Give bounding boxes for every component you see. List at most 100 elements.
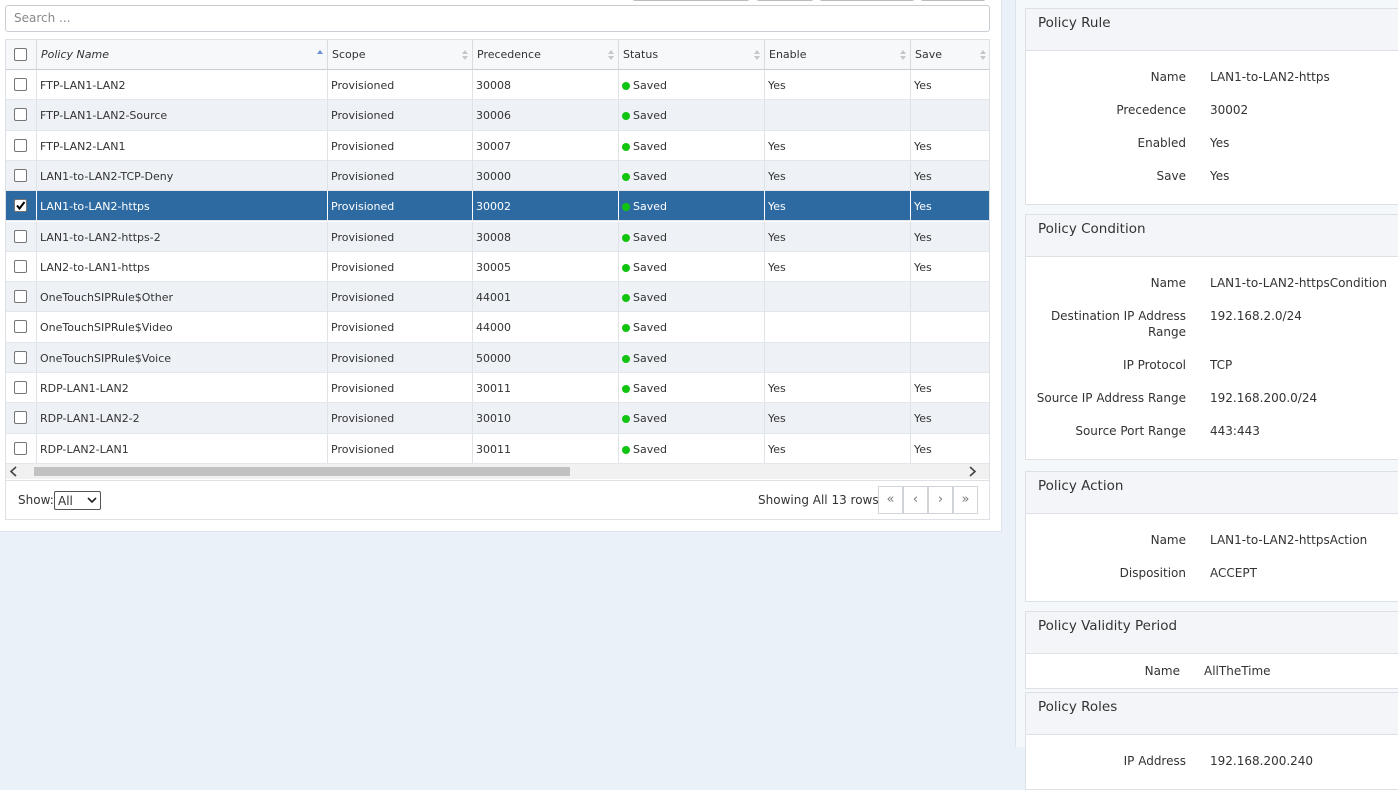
table-cell: Yes — [765, 373, 911, 403]
table-row[interactable]: OneTouchSIPRule$Video Provisioned 44000 Sav… — [6, 312, 989, 343]
row-checkbox[interactable] — [14, 259, 27, 273]
table-row[interactable]: LAN2-to-LAN1-https Provisioned 30005 Saved Y… — [6, 251, 989, 283]
table-cell: 30007 — [473, 130, 619, 160]
detail-field: IP Address 192.168.200.240 — [1026, 744, 1398, 777]
table-cell: Saved — [619, 251, 765, 282]
cell-text: Yes — [914, 382, 932, 395]
table-cell: Yes — [765, 160, 911, 191]
select-cell — [6, 312, 37, 342]
row-count-summary: Showing All 13 rows — [758, 493, 879, 507]
table-cell: Saved — [619, 403, 765, 433]
field-value: 192.168.200.0/24 — [1210, 391, 1318, 405]
table-cell: Yes — [765, 433, 911, 463]
table-cell: Saved — [619, 191, 765, 221]
cell-text: LAN1-to-LAN2-TCP-Deny — [40, 169, 174, 183]
table-cell: 30000 — [473, 160, 619, 191]
previous-page-button[interactable]: ‹ — [903, 486, 928, 514]
table-row[interactable]: FTP-LAN1-LAN2-Source Provisioned 30006 Save… — [6, 100, 989, 131]
cell-text: RDP-LAN1-LAN2 — [40, 382, 129, 395]
cell-text: Yes — [914, 442, 932, 456]
row-checkbox[interactable] — [14, 350, 27, 364]
row-checkbox[interactable] — [14, 168, 27, 182]
table-row[interactable]: OneTouchSIPRule$Other Provisioned 44001 Sav… — [6, 282, 989, 313]
cell-text: Yes — [768, 382, 786, 395]
table-cell: 44001 — [473, 282, 619, 312]
column-header-label: Save — [915, 48, 943, 61]
select-cell — [6, 191, 37, 221]
cell-text: Yes — [914, 79, 932, 92]
table-row[interactable]: RDP-LAN1-LAN2 Provisioned 30011 Saved Yes Yes — [6, 373, 989, 404]
table-cell: Provisioned — [328, 373, 473, 403]
status-indicator — [622, 294, 630, 303]
row-checkbox[interactable] — [14, 441, 27, 455]
row-checkbox[interactable] — [14, 320, 27, 334]
table-cell: Saved — [619, 160, 765, 191]
cell-text: Yes — [768, 412, 786, 426]
first-page-button[interactable]: « — [878, 486, 903, 514]
cell-text: 44001 — [476, 291, 511, 305]
column-header[interactable]: Scope — [328, 40, 473, 70]
field-label: Precedence — [1116, 103, 1186, 117]
policy-list-panel: Search ... Policy Name Scope Precedence Sta… — [0, 0, 1002, 532]
sort-icon — [462, 50, 468, 60]
table-row[interactable]: LAN1-to-LAN2-TCP-Deny Provisioned 30000 Sav… — [6, 160, 989, 192]
table-row[interactable]: RDP-LAN1-LAN2-2 Provisioned 30010 Saved Yes Y… — [6, 403, 989, 434]
column-header[interactable]: Save — [911, 40, 989, 70]
table-cell: Yes — [911, 434, 989, 463]
table-row[interactable]: RDP-LAN2-LAN1 Provisioned 30011 Saved Yes Yes — [6, 433, 989, 464]
cell-text: LAN1-to-LAN2-https-2 — [40, 230, 161, 244]
detail-card: Policy Validity Period Name AllTheTime — [1025, 611, 1398, 689]
cell-text: OneTouchSIPRule$Voice — [40, 351, 172, 365]
cell-text: Provisioned — [331, 291, 395, 305]
page-size-select[interactable]: All — [54, 491, 101, 510]
toolbar-button[interactable] — [920, 0, 986, 1]
column-header[interactable]: Precedence — [473, 40, 619, 70]
field-label: Save — [1156, 169, 1186, 183]
toolbar-button[interactable] — [632, 0, 750, 1]
cell-text: 30000 — [476, 169, 511, 183]
table-cell: LAN1-to-LAN2-https — [37, 191, 328, 221]
page-size-option: All — [58, 494, 73, 508]
cell-text: Saved — [633, 109, 667, 123]
scroll-right-arrow[interactable] — [966, 466, 978, 477]
toolbar-button[interactable] — [819, 0, 915, 1]
sort-icon — [980, 50, 986, 60]
column-header[interactable]: Status — [619, 40, 765, 70]
search-input[interactable]: Search ... — [5, 5, 990, 32]
row-checkbox[interactable] — [14, 411, 27, 425]
column-header-label: Status — [623, 48, 659, 61]
table-cell: 30002 — [473, 191, 619, 221]
select-cell — [6, 403, 37, 433]
row-checkbox[interactable] — [14, 138, 27, 152]
select-cell — [6, 433, 37, 463]
card-body: Name LAN1-to-LAN2-https Precedence 30002 Ena… — [1026, 51, 1398, 204]
table-row[interactable]: FTP-LAN1-LAN2 Provisioned 30008 Saved Yes Yes — [6, 70, 989, 101]
row-checkbox[interactable] — [14, 199, 27, 213]
table-row[interactable]: FTP-LAN2-LAN1 Provisioned 30007 Saved Yes Yes — [6, 130, 989, 161]
toolbar-button[interactable] — [756, 0, 814, 1]
row-checkbox[interactable] — [14, 108, 27, 122]
column-header[interactable]: Enable — [765, 40, 911, 70]
select-all-checkbox[interactable] — [14, 48, 27, 61]
table-cell: 30008 — [473, 221, 619, 251]
scroll-thumb[interactable] — [34, 467, 570, 476]
horizontal-scrollbar[interactable] — [6, 464, 989, 479]
row-checkbox[interactable] — [14, 229, 27, 243]
detail-field: Name LAN1-to-LAN2-httpsAction — [1026, 523, 1398, 556]
select-cell — [6, 70, 37, 100]
column-header-label: Enable — [769, 48, 807, 61]
field-label: Destination IP Address Range — [1050, 309, 1186, 339]
table-row[interactable]: LAN1-to-LAN2-https Provisioned 30002 Saved Y… — [6, 191, 989, 222]
row-checkbox[interactable] — [14, 381, 27, 394]
row-checkbox[interactable] — [14, 78, 27, 91]
row-checkbox[interactable] — [14, 290, 27, 304]
table-row[interactable]: LAN1-to-LAN2-https-2 Provisioned 30008 Save… — [6, 221, 989, 252]
table-row[interactable]: OneTouchSIPRule$Voice Provisioned 50000 Sav… — [6, 342, 989, 373]
scroll-left-arrow[interactable] — [8, 466, 20, 477]
column-header[interactable]: Policy Name — [37, 40, 328, 70]
field-value: 192.168.200.240 — [1210, 754, 1314, 768]
last-page-button[interactable]: » — [953, 486, 978, 514]
field-label: Name — [1150, 276, 1186, 290]
next-page-button[interactable]: › — [928, 486, 953, 514]
table-cell: FTP-LAN2-LAN1 — [37, 130, 328, 160]
